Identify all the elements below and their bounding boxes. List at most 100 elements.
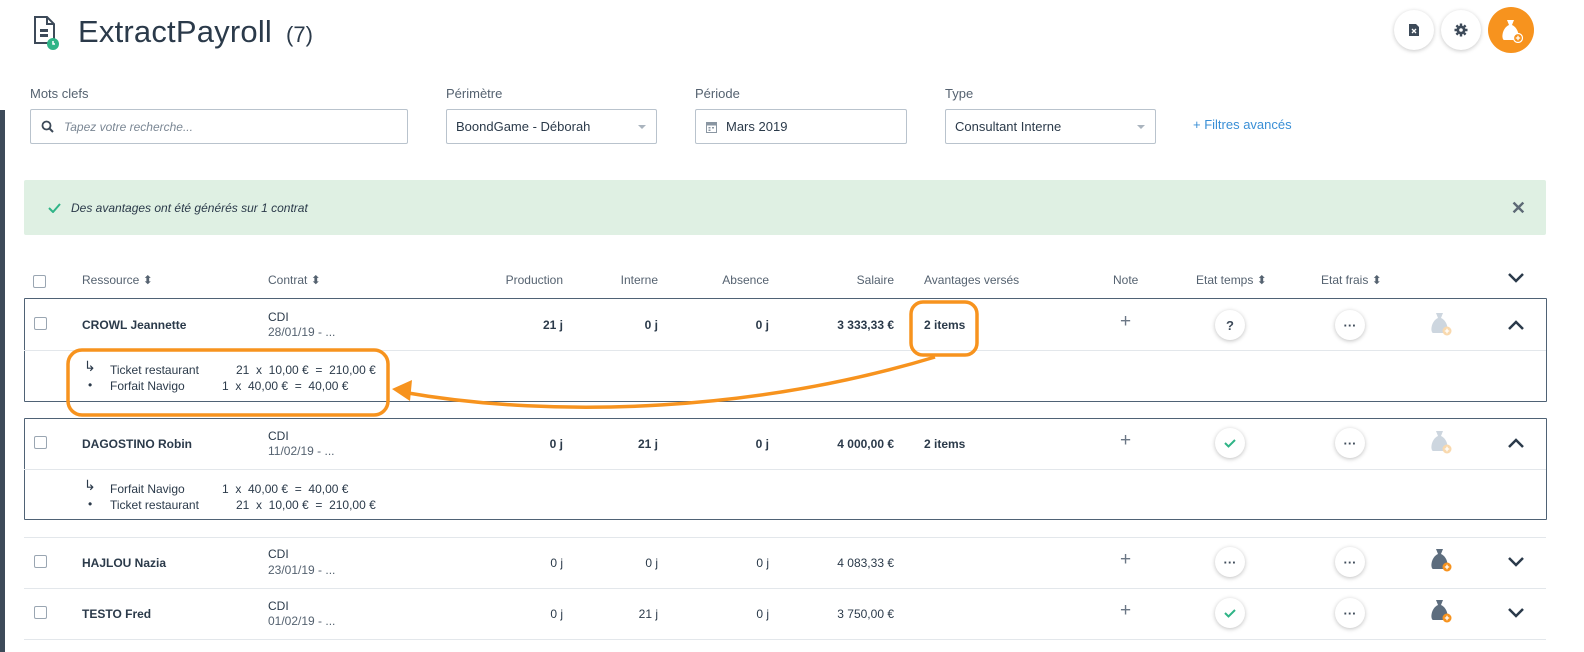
advanced-filters-link[interactable]: + Filtres avancés: [1193, 117, 1292, 132]
header-resource[interactable]: Ressource ⬍: [82, 273, 153, 287]
expand-row-chevron-icon[interactable]: [1508, 608, 1524, 618]
row-checkbox[interactable]: [34, 317, 47, 330]
contract-type: CDI: [268, 429, 289, 443]
chevron-down-icon: [1137, 125, 1145, 129]
production-value: 0 j: [549, 437, 563, 451]
time-state-validated-button[interactable]: [1215, 428, 1245, 458]
header-expense-state[interactable]: Etat frais ⬍: [1321, 273, 1382, 287]
benefit-label: Forfait Navigo: [110, 482, 185, 496]
header-expense-state-label: Etat frais: [1321, 273, 1369, 287]
type-select[interactable]: Consultant Interne: [945, 109, 1156, 144]
header-time-state-label: Etat temps: [1196, 273, 1254, 287]
row-checkbox[interactable]: [34, 606, 47, 619]
time-state-unknown-button[interactable]: ?: [1215, 310, 1245, 340]
resource-name[interactable]: HAJLOU Nazia: [82, 556, 167, 570]
header-salary: Salaire: [856, 273, 894, 287]
contract-type: CDI: [268, 310, 289, 324]
salary-value: 4 000,00 €: [837, 437, 894, 451]
money-bag-add-icon[interactable]: [1428, 598, 1452, 624]
money-bag-add-icon[interactable]: [1428, 429, 1452, 455]
collapse-row-chevron-icon[interactable]: [1508, 320, 1524, 330]
benefit-label: Forfait Navigo: [110, 379, 185, 393]
salary-value: 3 750,00 €: [837, 607, 894, 621]
absence-value: 0 j: [756, 607, 769, 621]
search-input[interactable]: Tapez votre recherche...: [30, 109, 408, 144]
contract-dates: 28/01/19 - ...: [268, 325, 336, 339]
internal-value: 0 j: [644, 318, 658, 332]
benefit-calc: 1 x 40,00 € = 40,00 €: [222, 379, 349, 393]
type-value: Consultant Interne: [955, 119, 1062, 134]
success-alert: Des avantages ont été générés sur 1 cont…: [24, 180, 1546, 235]
sub-items-arrow-icon: ↳: [84, 477, 96, 493]
select-all-checkbox[interactable]: [33, 275, 46, 288]
sort-icon: ⬍: [1256, 273, 1267, 287]
money-bag-add-icon: [1502, 20, 1523, 43]
absence-value: 0 j: [755, 437, 769, 451]
row-divider: [24, 537, 1546, 538]
expense-state-more-button[interactable]: ···: [1335, 428, 1365, 458]
expense-state-more-button[interactable]: ···: [1335, 598, 1365, 628]
page-header: ExtractPayroll (7): [32, 14, 313, 50]
generate-benefits-button[interactable]: [1488, 7, 1534, 53]
benefit-label: Ticket restaurant: [110, 363, 199, 377]
payroll-file-icon: [32, 15, 60, 50]
header-time-state[interactable]: Etat temps ⬍: [1196, 273, 1267, 287]
settings-button[interactable]: [1441, 10, 1481, 50]
internal-value: 0 j: [645, 556, 658, 570]
check-icon: [1224, 608, 1236, 618]
collapse-row-chevron-icon[interactable]: [1508, 438, 1524, 448]
sort-icon: ⬍: [1371, 273, 1382, 287]
close-alert-icon[interactable]: ✕: [1510, 198, 1526, 218]
benefit-label: Ticket restaurant: [110, 498, 199, 512]
add-note-icon[interactable]: +: [1120, 430, 1132, 451]
period-value: Mars 2019: [726, 119, 788, 134]
add-note-icon[interactable]: +: [1120, 549, 1132, 570]
header-note: Note: [1113, 273, 1139, 287]
add-note-icon[interactable]: +: [1120, 600, 1132, 621]
expense-state-more-button[interactable]: ···: [1335, 547, 1365, 577]
production-value: 0 j: [550, 556, 563, 570]
check-icon: [48, 202, 61, 213]
page-title: ExtractPayroll: [78, 14, 273, 49]
row-checkbox[interactable]: [34, 436, 47, 449]
row-checkbox[interactable]: [34, 555, 47, 568]
absence-value: 0 j: [756, 556, 769, 570]
export-excel-button[interactable]: [1394, 10, 1434, 50]
benefit-calc: 21 x 10,00 € = 210,00 €: [236, 498, 376, 512]
production-value: 0 j: [550, 607, 563, 621]
header-contract[interactable]: Contrat ⬍: [268, 273, 321, 287]
sort-icon: ⬍: [142, 273, 153, 287]
keywords-label: Mots clefs: [30, 86, 89, 101]
contract-dates: 23/01/19 - ...: [268, 563, 336, 577]
time-state-validated-button[interactable]: [1215, 598, 1245, 628]
header-production: Production: [505, 273, 563, 287]
salary-value: 3 333,33 €: [837, 318, 894, 332]
result-count: (7): [286, 22, 313, 47]
type-label: Type: [945, 86, 974, 101]
money-bag-add-icon[interactable]: [1428, 311, 1452, 337]
expand-row-chevron-icon[interactable]: [1508, 557, 1524, 567]
collapse-all-chevron-icon[interactable]: [1508, 273, 1524, 283]
resource-name[interactable]: CROWL Jeannette: [82, 318, 187, 332]
production-value: 21 j: [542, 318, 563, 332]
money-bag-add-icon[interactable]: [1428, 547, 1452, 573]
benefits-items[interactable]: 2 items: [924, 318, 966, 332]
gear-icon: [1454, 23, 1468, 37]
internal-value: 21 j: [637, 437, 658, 451]
time-state-more-button[interactable]: ···: [1215, 547, 1245, 577]
perimeter-select[interactable]: BoondGame - Déborah: [446, 109, 657, 144]
header-resource-label: Ressource: [82, 273, 140, 287]
contract-dates: 11/02/19 - ...: [268, 444, 335, 458]
alert-message: Des avantages ont été générés sur 1 cont…: [71, 200, 308, 215]
resource-name[interactable]: DAGOSTINO Robin: [82, 437, 192, 451]
contract-type: CDI: [268, 599, 289, 613]
header-benefits: Avantages versés: [924, 273, 1020, 287]
sub-items-arrow-icon: ↳: [84, 358, 96, 374]
period-label: Période: [695, 86, 740, 101]
resource-name[interactable]: TESTO Fred: [82, 607, 152, 621]
expense-state-more-button[interactable]: ···: [1335, 310, 1365, 340]
add-note-icon[interactable]: +: [1120, 311, 1132, 332]
sort-icon: ⬍: [310, 273, 321, 287]
period-picker[interactable]: Mars 2019: [695, 109, 907, 144]
benefits-items[interactable]: 2 items: [924, 437, 966, 451]
